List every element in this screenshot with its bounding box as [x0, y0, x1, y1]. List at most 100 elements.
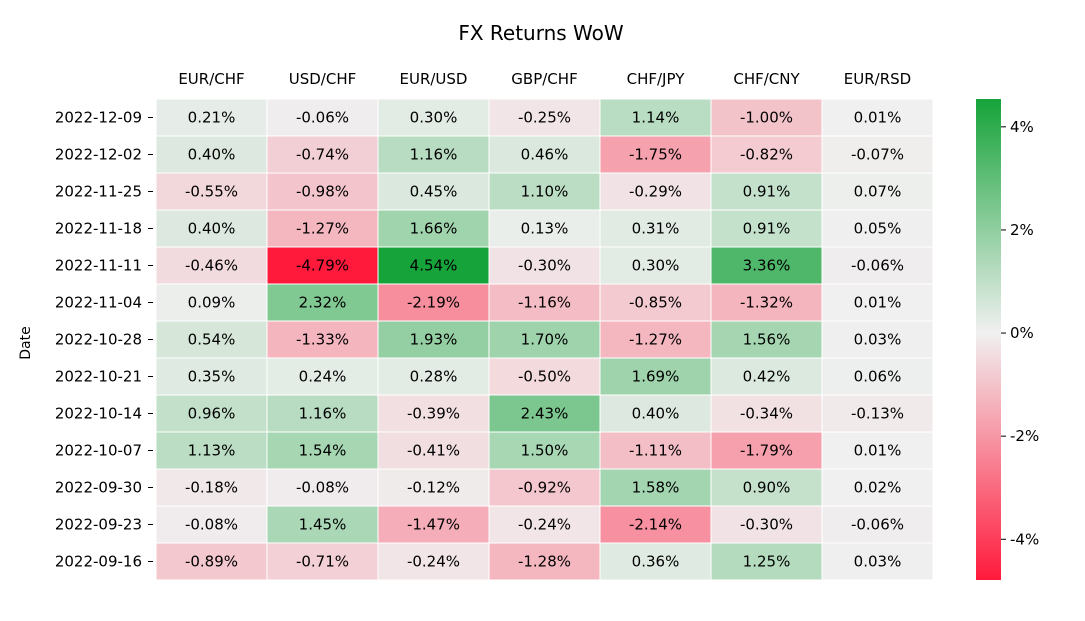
heatmap-cell — [266, 505, 379, 544]
cell-value-label: -0.89% — [185, 553, 238, 571]
cell-value-label: 1.58% — [632, 479, 680, 497]
cell-value-label: -4.79% — [296, 257, 349, 275]
row-label: 2022-09-23 — [55, 516, 142, 534]
cell-value-label: -0.25% — [518, 109, 571, 127]
cell-value-label: -0.41% — [407, 442, 460, 460]
column-label: GBP/CHF — [511, 70, 577, 88]
cell-value-label: 0.05% — [854, 220, 902, 238]
heatmap-cell — [266, 542, 379, 581]
heatmap-cells: 0.21% -0.06% 0.30% -0.25% 1.14% -1.00% 0.01% 0.… — [155, 98, 934, 581]
cell-value-label: 3.36% — [743, 257, 791, 275]
cell-value-label: 1.70% — [521, 331, 569, 349]
column-label: EUR/CHF — [178, 70, 244, 88]
colorbar-tick-label: 2% — [1010, 221, 1034, 239]
cell-value-label: 2.43% — [521, 405, 569, 423]
cell-value-label: 0.54% — [188, 331, 236, 349]
column-label: CHF/JPY — [627, 70, 686, 88]
heatmap-cell — [821, 394, 934, 433]
cell-value-label: 1.66% — [410, 220, 458, 238]
cell-value-label: 1.13% — [188, 442, 236, 460]
heatmap-cell — [155, 542, 268, 581]
cell-value-label: -1.47% — [407, 516, 460, 534]
heatmap-cell — [599, 283, 712, 322]
heatmap-cell — [266, 320, 379, 359]
row-label: 2022-11-18 — [55, 220, 142, 238]
colorbar-tick-label: -2% — [1010, 427, 1039, 445]
cell-value-label: 2.32% — [299, 294, 347, 312]
y-axis-label: Date — [18, 326, 34, 359]
heatmap-cell — [710, 320, 823, 359]
cell-value-label: 0.03% — [854, 553, 902, 571]
heatmap-cell — [488, 468, 601, 507]
cell-value-label: -1.27% — [296, 220, 349, 238]
cell-value-label: -0.46% — [185, 257, 238, 275]
cell-value-label: 0.21% — [188, 109, 236, 127]
cell-value-label: 1.16% — [299, 405, 347, 423]
cell-value-label: -0.74% — [296, 146, 349, 164]
heatmap-cell — [599, 542, 712, 581]
cell-value-label: 0.96% — [188, 405, 236, 423]
cell-value-label: -0.08% — [185, 516, 238, 534]
heatmap-cell — [488, 283, 601, 322]
cell-value-label: 0.13% — [521, 220, 569, 238]
column-label: EUR/USD — [400, 70, 468, 88]
cell-value-label: -0.92% — [518, 479, 571, 497]
heatmap-cell — [599, 394, 712, 433]
cell-value-label: 0.01% — [854, 109, 902, 127]
cell-value-label: -0.24% — [518, 516, 571, 534]
cell-value-label: -0.12% — [407, 479, 460, 497]
cell-value-label: -1.75% — [629, 146, 682, 164]
heatmap-cell — [266, 283, 379, 322]
heatmap-cell — [377, 320, 490, 359]
cell-value-label: 0.02% — [854, 479, 902, 497]
heatmap-cell — [488, 431, 601, 470]
cell-value-label: 1.56% — [743, 331, 791, 349]
heatmap-cell — [377, 172, 490, 211]
cell-value-label: 4.54% — [410, 257, 458, 275]
heatmap-cell — [155, 283, 268, 322]
heatmap-cell — [710, 468, 823, 507]
heatmap-cell — [599, 209, 712, 248]
heatmap-cell — [710, 246, 823, 285]
heatmap-cell — [155, 505, 268, 544]
column-labels: EUR/CHF USD/CHF EUR/USD GBP/CHF CHF/JPY CHF/C… — [178, 70, 911, 88]
cell-value-label: -0.07% — [851, 146, 904, 164]
heatmap-cell — [821, 320, 934, 359]
heatmap-cell — [488, 135, 601, 174]
cell-value-label: 0.40% — [632, 405, 680, 423]
heatmap-cell — [488, 209, 601, 248]
cell-value-label: -1.00% — [740, 109, 793, 127]
cell-value-label: -0.06% — [851, 516, 904, 534]
heatmap-cell — [266, 468, 379, 507]
heatmap-cell — [599, 468, 712, 507]
row-label: 2022-10-28 — [55, 331, 142, 349]
heatmap-cell — [821, 542, 934, 581]
cell-value-label: 1.50% — [521, 442, 569, 460]
cell-value-label: -1.32% — [740, 294, 793, 312]
cell-value-label: -0.55% — [185, 183, 238, 201]
cell-value-label: -0.30% — [518, 257, 571, 275]
heatmap-cell — [488, 505, 601, 544]
cell-value-label: -0.06% — [851, 257, 904, 275]
cell-value-label: -1.16% — [518, 294, 571, 312]
cell-value-label: -1.11% — [629, 442, 682, 460]
cell-value-label: -2.14% — [629, 516, 682, 534]
colorbar: -4% -2% 0% 2% 4% — [976, 99, 1039, 580]
heatmap-cell — [266, 431, 379, 470]
row-label: 2022-10-07 — [55, 442, 142, 460]
heatmap-cell — [155, 172, 268, 211]
column-label: USD/CHF — [289, 70, 357, 88]
heatmap-cell — [266, 172, 379, 211]
heatmap-cell — [599, 98, 712, 137]
cell-value-label: 0.06% — [854, 368, 902, 386]
cell-value-label: -0.39% — [407, 405, 460, 423]
cell-value-label: 1.16% — [410, 146, 458, 164]
cell-value-label: 0.30% — [632, 257, 680, 275]
cell-value-label: 0.03% — [854, 331, 902, 349]
heatmap-cell — [155, 209, 268, 248]
cell-value-label: -1.28% — [518, 553, 571, 571]
heatmap-cell — [488, 172, 601, 211]
heatmap-cell — [821, 468, 934, 507]
column-label: EUR/RSD — [844, 70, 911, 88]
heatmap-cell — [821, 135, 934, 174]
